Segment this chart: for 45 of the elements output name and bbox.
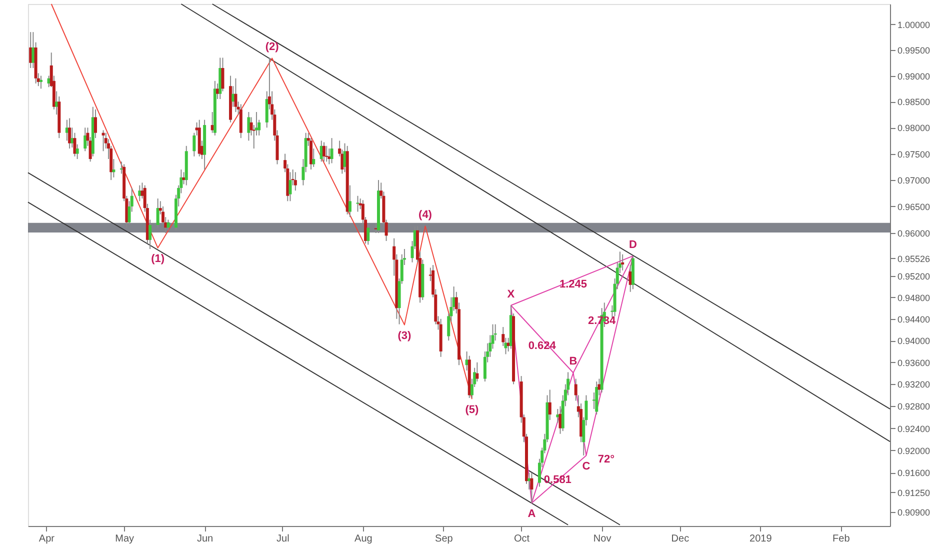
y-tick-label: 0.94800 <box>898 292 930 303</box>
y-tick-label: 0.97000 <box>898 176 930 186</box>
y-tick-label: 0.94400 <box>898 314 930 324</box>
y-tick-label: 0.90900 <box>898 507 930 518</box>
x-tick-label: 2019 <box>750 534 772 544</box>
x-tick-label: Apr <box>38 534 56 544</box>
annotation: 72° <box>598 453 615 466</box>
annotation: C <box>582 460 590 472</box>
x-tick-label: Sep <box>435 534 454 544</box>
x-tick-label: Jun <box>196 534 214 544</box>
annotation: (1) <box>151 252 165 265</box>
y-tick-label: 0.91250 <box>898 488 930 498</box>
x-tick-label: Oct <box>514 534 530 544</box>
annotation: X <box>507 288 516 300</box>
x-tick-label: Jul <box>276 534 290 544</box>
y-tick-label: 0.95526 <box>898 254 930 264</box>
y-tick-label: 0.92800 <box>898 402 930 412</box>
x-tick-label: Nov <box>593 534 612 544</box>
x-tick-label: May <box>115 534 134 544</box>
x-tick-label: Dec <box>671 534 690 544</box>
y-tick-label: 0.95200 <box>898 271 930 282</box>
y-tick-label: 0.98500 <box>898 97 930 108</box>
y-tick-label: 0.96500 <box>898 202 930 212</box>
y-tick-label: 0.91600 <box>898 468 930 478</box>
y-tick-label: 0.99500 <box>898 46 930 56</box>
y-tick-label: 0.94000 <box>898 336 930 346</box>
annotation: (3) <box>398 330 412 342</box>
y-tick-label: 1.00000 <box>898 20 930 30</box>
annotation: B <box>569 356 578 368</box>
annotation: 1.245 <box>559 278 588 290</box>
y-tick-label: 0.98000 <box>898 123 930 134</box>
y-tick-label: 0.93200 <box>898 380 930 390</box>
x-tick-label: Aug <box>354 534 372 544</box>
annotation: A <box>528 508 536 520</box>
y-tick-label: 0.96000 <box>898 228 930 238</box>
y-tick-label: 0.99000 <box>898 71 930 82</box>
y-tick-label: 0.92000 <box>898 446 930 456</box>
x-tick-label: Feb <box>832 534 850 544</box>
y-tick-label: 0.92400 <box>898 424 930 434</box>
y-tick-label: 0.93600 <box>898 358 930 368</box>
annotation: (2) <box>265 41 280 54</box>
annotation: (5) <box>465 404 480 416</box>
y-tick-label: 0.97500 <box>898 149 930 160</box>
annotation: (4) <box>418 209 432 222</box>
annotation: D <box>628 238 637 251</box>
